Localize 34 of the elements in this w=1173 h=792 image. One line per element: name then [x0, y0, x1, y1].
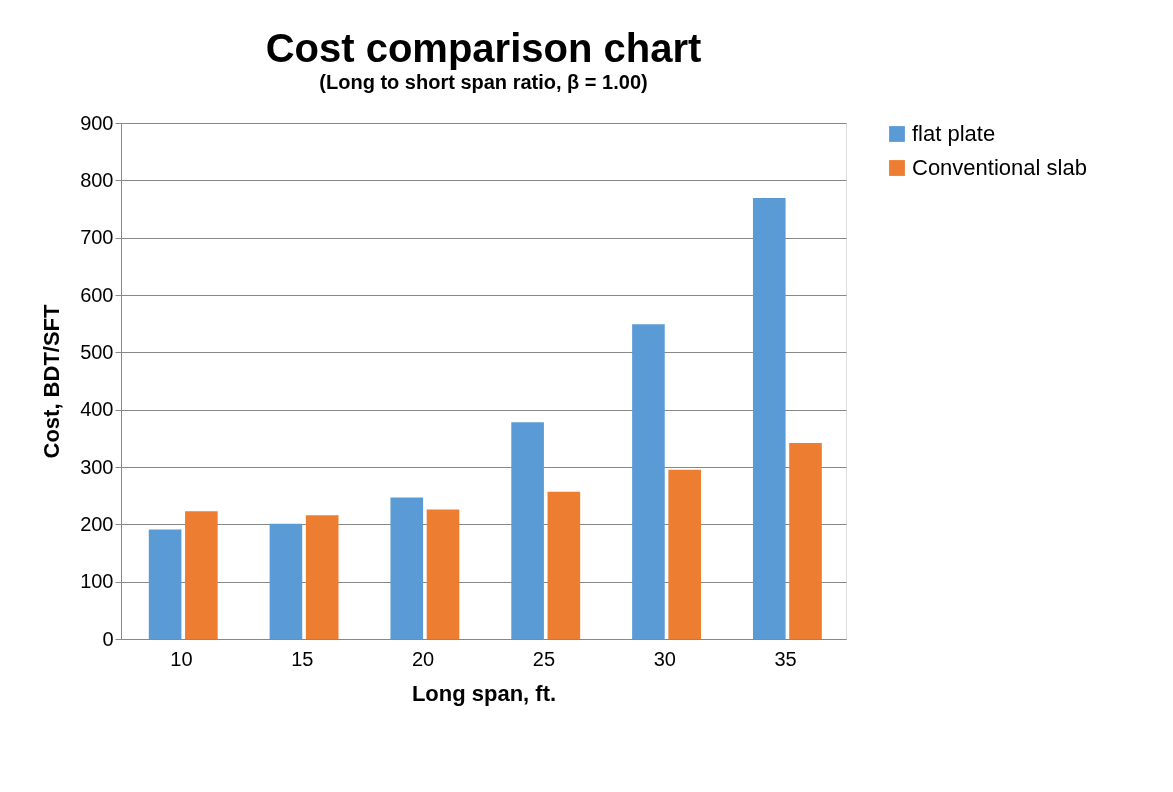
x-tick-label: 10: [170, 647, 193, 670]
x-tick-label: 30: [653, 647, 676, 670]
bar: [632, 324, 665, 639]
y-tick-label: 0: [102, 627, 114, 650]
x-tick-label: 15: [291, 647, 314, 670]
y-tick-label: 500: [80, 340, 114, 363]
bar: [547, 491, 581, 639]
bar: [426, 509, 460, 639]
y-tick-label: 400: [80, 398, 114, 421]
y-tick-label: 200: [80, 512, 114, 535]
bar: [668, 469, 701, 639]
y-tick-label: 900: [80, 111, 114, 134]
chart-subtitle: (Long to short span ratio, β = 1.00): [319, 71, 648, 93]
x-tick-label: 25: [532, 647, 556, 670]
y-tick-label: 600: [80, 283, 114, 306]
x-tick-label: 35: [774, 647, 797, 670]
y-tick-label: 300: [80, 455, 114, 478]
y-tick-label: 700: [80, 226, 114, 249]
bar: [269, 523, 303, 639]
x-tick-label: 20: [411, 647, 435, 670]
bar: [752, 198, 786, 639]
legend-label: Conventional slab: [912, 155, 1087, 180]
legend-label: flat plate: [912, 121, 996, 146]
x-axis-title: Long span, ft.: [411, 680, 557, 706]
y-tick-label: 100: [80, 570, 114, 593]
bar: [185, 511, 218, 639]
bar: [148, 529, 182, 639]
bar: [789, 442, 822, 639]
y-axis-title: Cost, BDT/SFT: [39, 303, 65, 459]
bar: [305, 515, 339, 639]
bar: [390, 497, 424, 639]
y-tick-label: 800: [80, 168, 114, 191]
bar: [511, 422, 544, 639]
chart-title: Cost comparison chart: [265, 26, 702, 70]
